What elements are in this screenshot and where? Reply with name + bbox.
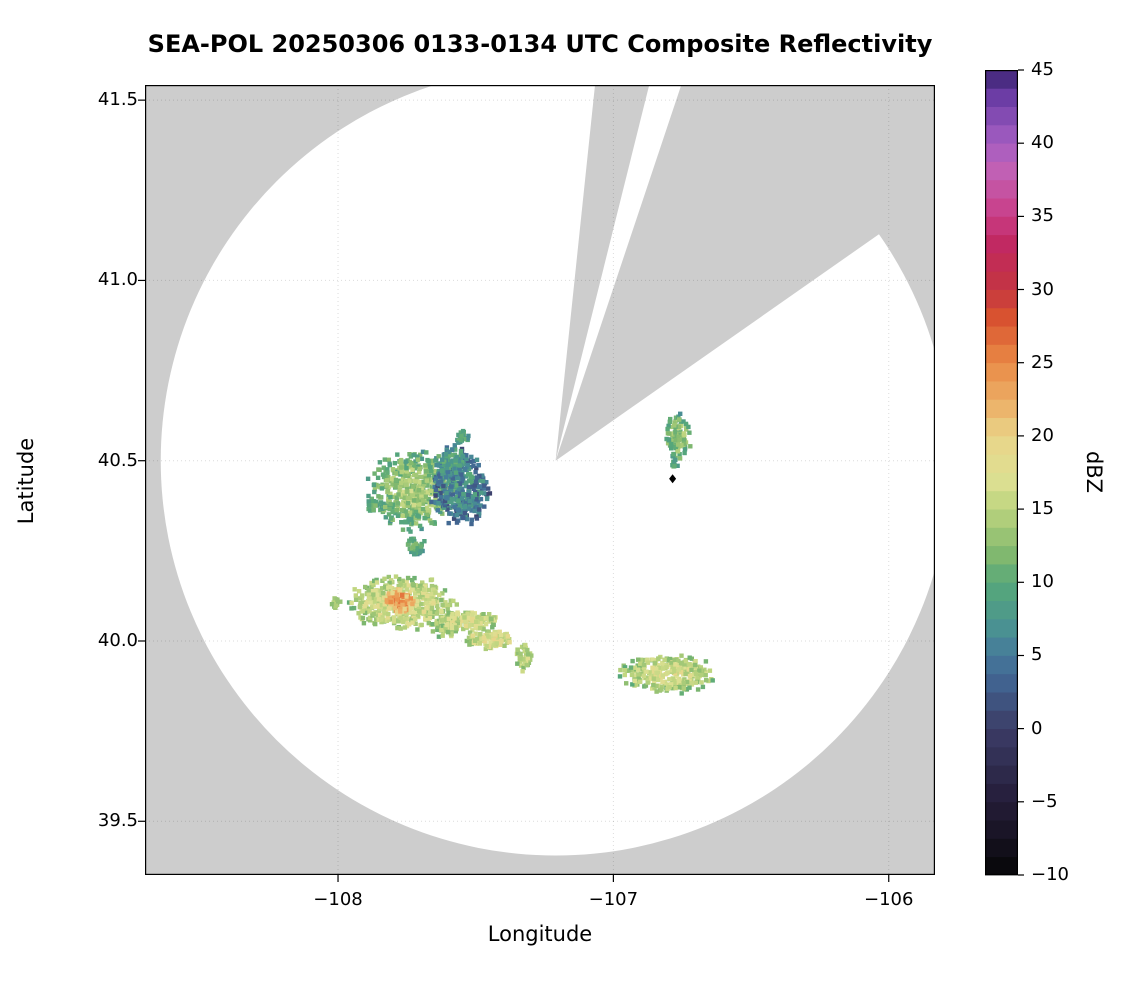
plot-frame bbox=[145, 85, 935, 875]
x-axis-label: Longitude bbox=[487, 922, 593, 946]
colorbar-tick-label: 45 bbox=[1031, 59, 1054, 80]
chart-title: SEA-POL 20250306 0133-0134 UTC Composite… bbox=[147, 30, 933, 58]
colorbar-tick-label: 20 bbox=[1031, 424, 1054, 446]
colorbar-tick-label: 0 bbox=[1031, 717, 1043, 739]
y-tick-label: 41.5 bbox=[97, 89, 138, 111]
plot-area bbox=[138, 85, 935, 882]
site-marker-diamond-icon bbox=[669, 474, 677, 484]
blocked-sector bbox=[555, 85, 935, 461]
colorbar-tick-label: 25 bbox=[1031, 351, 1054, 373]
y-axis-label: Latitude bbox=[14, 437, 38, 525]
colorbar-label: dBZ bbox=[1082, 450, 1106, 494]
y-tick-label: 41.0 bbox=[97, 269, 138, 291]
y-tick-label: 40.5 bbox=[97, 449, 138, 471]
x-tick-label: −106 bbox=[864, 889, 914, 910]
radar-plot-svg bbox=[138, 85, 935, 882]
colorbar-tick-label: 5 bbox=[1031, 644, 1043, 666]
x-tick-label: −107 bbox=[588, 889, 639, 910]
colorbar-tick-label: 35 bbox=[1031, 205, 1054, 227]
plot-content bbox=[145, 85, 935, 875]
x-tick-label: −108 bbox=[313, 889, 363, 910]
colorbar-tick-label: −5 bbox=[1031, 790, 1058, 812]
colorbar-tick-label: −10 bbox=[1031, 864, 1069, 885]
echo-cells bbox=[329, 411, 715, 696]
colorbar-frame bbox=[985, 70, 1018, 875]
y-tick-label: 40.0 bbox=[97, 629, 138, 651]
colorbar-tick-label: 40 bbox=[1031, 132, 1054, 154]
axis-tick-marks bbox=[138, 99, 890, 882]
colorbar-tick-label: 30 bbox=[1031, 278, 1054, 300]
colorbar-svg bbox=[985, 69, 1024, 876]
y-tick-label: 39.5 bbox=[97, 810, 138, 832]
colorbar-tick-label: 10 bbox=[1031, 571, 1054, 593]
colorbar bbox=[985, 69, 1024, 876]
colorbar-tick-label: 15 bbox=[1031, 498, 1054, 520]
